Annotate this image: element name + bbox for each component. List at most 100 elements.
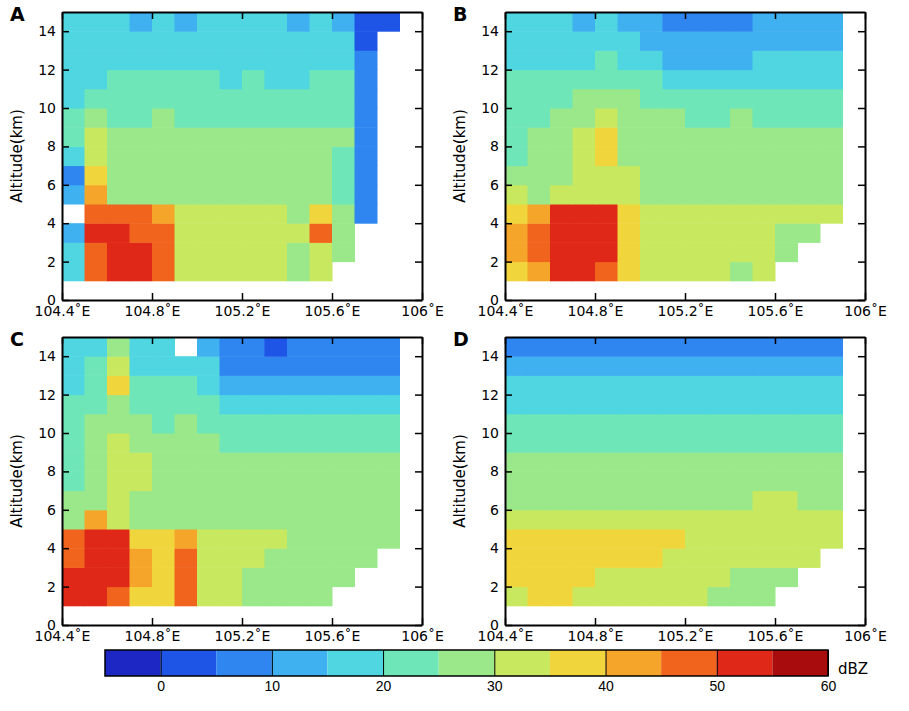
tick — [858, 223, 865, 224]
cell — [310, 262, 333, 282]
cell — [618, 242, 641, 262]
tick — [415, 625, 422, 626]
tick-mark — [858, 31, 865, 33]
cell — [85, 223, 108, 243]
tick — [858, 262, 865, 263]
tick-label: 10 — [481, 100, 499, 116]
cell — [573, 356, 596, 376]
cell — [640, 337, 663, 357]
cell — [550, 262, 573, 282]
cell — [550, 510, 573, 530]
cell — [220, 395, 243, 415]
cell — [220, 146, 243, 166]
cell — [287, 89, 310, 109]
cell — [107, 395, 130, 415]
cell — [220, 491, 243, 511]
tick — [685, 337, 686, 344]
cell — [107, 70, 130, 90]
cell — [220, 50, 243, 70]
cell — [730, 510, 753, 530]
cell — [197, 567, 220, 587]
cell — [197, 127, 220, 147]
cell — [505, 31, 528, 51]
tick — [775, 337, 776, 344]
tick-mark — [152, 293, 154, 300]
cell — [640, 375, 663, 395]
cell — [730, 185, 753, 205]
cell — [775, 452, 798, 472]
cell — [377, 433, 400, 453]
tick-mark — [62, 394, 69, 396]
cell — [197, 510, 220, 530]
cell — [685, 242, 708, 262]
cell — [708, 452, 731, 472]
cell — [618, 452, 641, 472]
cell — [820, 491, 843, 511]
tick-mark — [415, 394, 422, 396]
cell — [663, 70, 686, 90]
cell — [332, 356, 355, 376]
cell — [640, 414, 663, 434]
cell — [332, 567, 355, 587]
tick-mark — [858, 185, 865, 187]
cell — [287, 587, 310, 607]
cell — [505, 70, 528, 90]
tick-label: 0 — [47, 617, 56, 633]
cell — [287, 12, 310, 32]
tick: 104.8˚E — [568, 293, 624, 319]
cell — [775, 337, 798, 357]
cell — [265, 185, 288, 205]
axis: 02468101214 — [481, 338, 512, 633]
colorbar-level — [439, 650, 495, 676]
tick — [858, 510, 865, 511]
tick — [858, 356, 865, 357]
cell — [355, 471, 378, 491]
cell — [618, 529, 641, 549]
tick-mark — [415, 31, 422, 33]
cell — [242, 204, 265, 224]
cell — [550, 529, 573, 549]
cell — [505, 510, 528, 530]
cell — [640, 242, 663, 262]
cell — [130, 185, 153, 205]
cell — [685, 204, 708, 224]
tick-mark — [685, 293, 687, 300]
cell — [550, 166, 573, 186]
cell — [618, 166, 641, 186]
cell — [618, 356, 641, 376]
axis: 104.4˚E104.8˚E105.2˚E105.6˚E106˚E — [478, 618, 887, 644]
cell — [505, 127, 528, 147]
cell — [310, 127, 333, 147]
cell — [130, 146, 153, 166]
cell — [528, 89, 551, 109]
cell — [685, 127, 708, 147]
panel: 104.4˚E104.8˚E105.2˚E105.6˚E106˚E0246810… — [451, 12, 887, 319]
cell — [107, 166, 130, 186]
cell — [310, 337, 333, 357]
tick-mark — [161, 650, 162, 676]
cell — [505, 548, 528, 568]
cell — [663, 433, 686, 453]
cell — [573, 529, 596, 549]
cell — [640, 127, 663, 147]
axis-line — [505, 13, 507, 301]
tick — [415, 146, 422, 147]
tick-label: 106˚E — [401, 303, 444, 319]
cell — [685, 587, 708, 607]
cell — [573, 414, 596, 434]
tick-mark — [62, 433, 69, 435]
cell — [310, 356, 333, 376]
cell — [287, 548, 310, 568]
cell — [220, 433, 243, 453]
cell — [505, 146, 528, 166]
cell — [708, 414, 731, 434]
tick-mark — [242, 618, 244, 625]
cell — [775, 567, 798, 587]
cell — [775, 50, 798, 70]
colorbar-level — [327, 650, 383, 676]
tick-mark — [415, 300, 422, 302]
cell — [505, 452, 528, 472]
cell — [377, 414, 400, 434]
cell — [130, 166, 153, 186]
cell — [62, 89, 85, 109]
